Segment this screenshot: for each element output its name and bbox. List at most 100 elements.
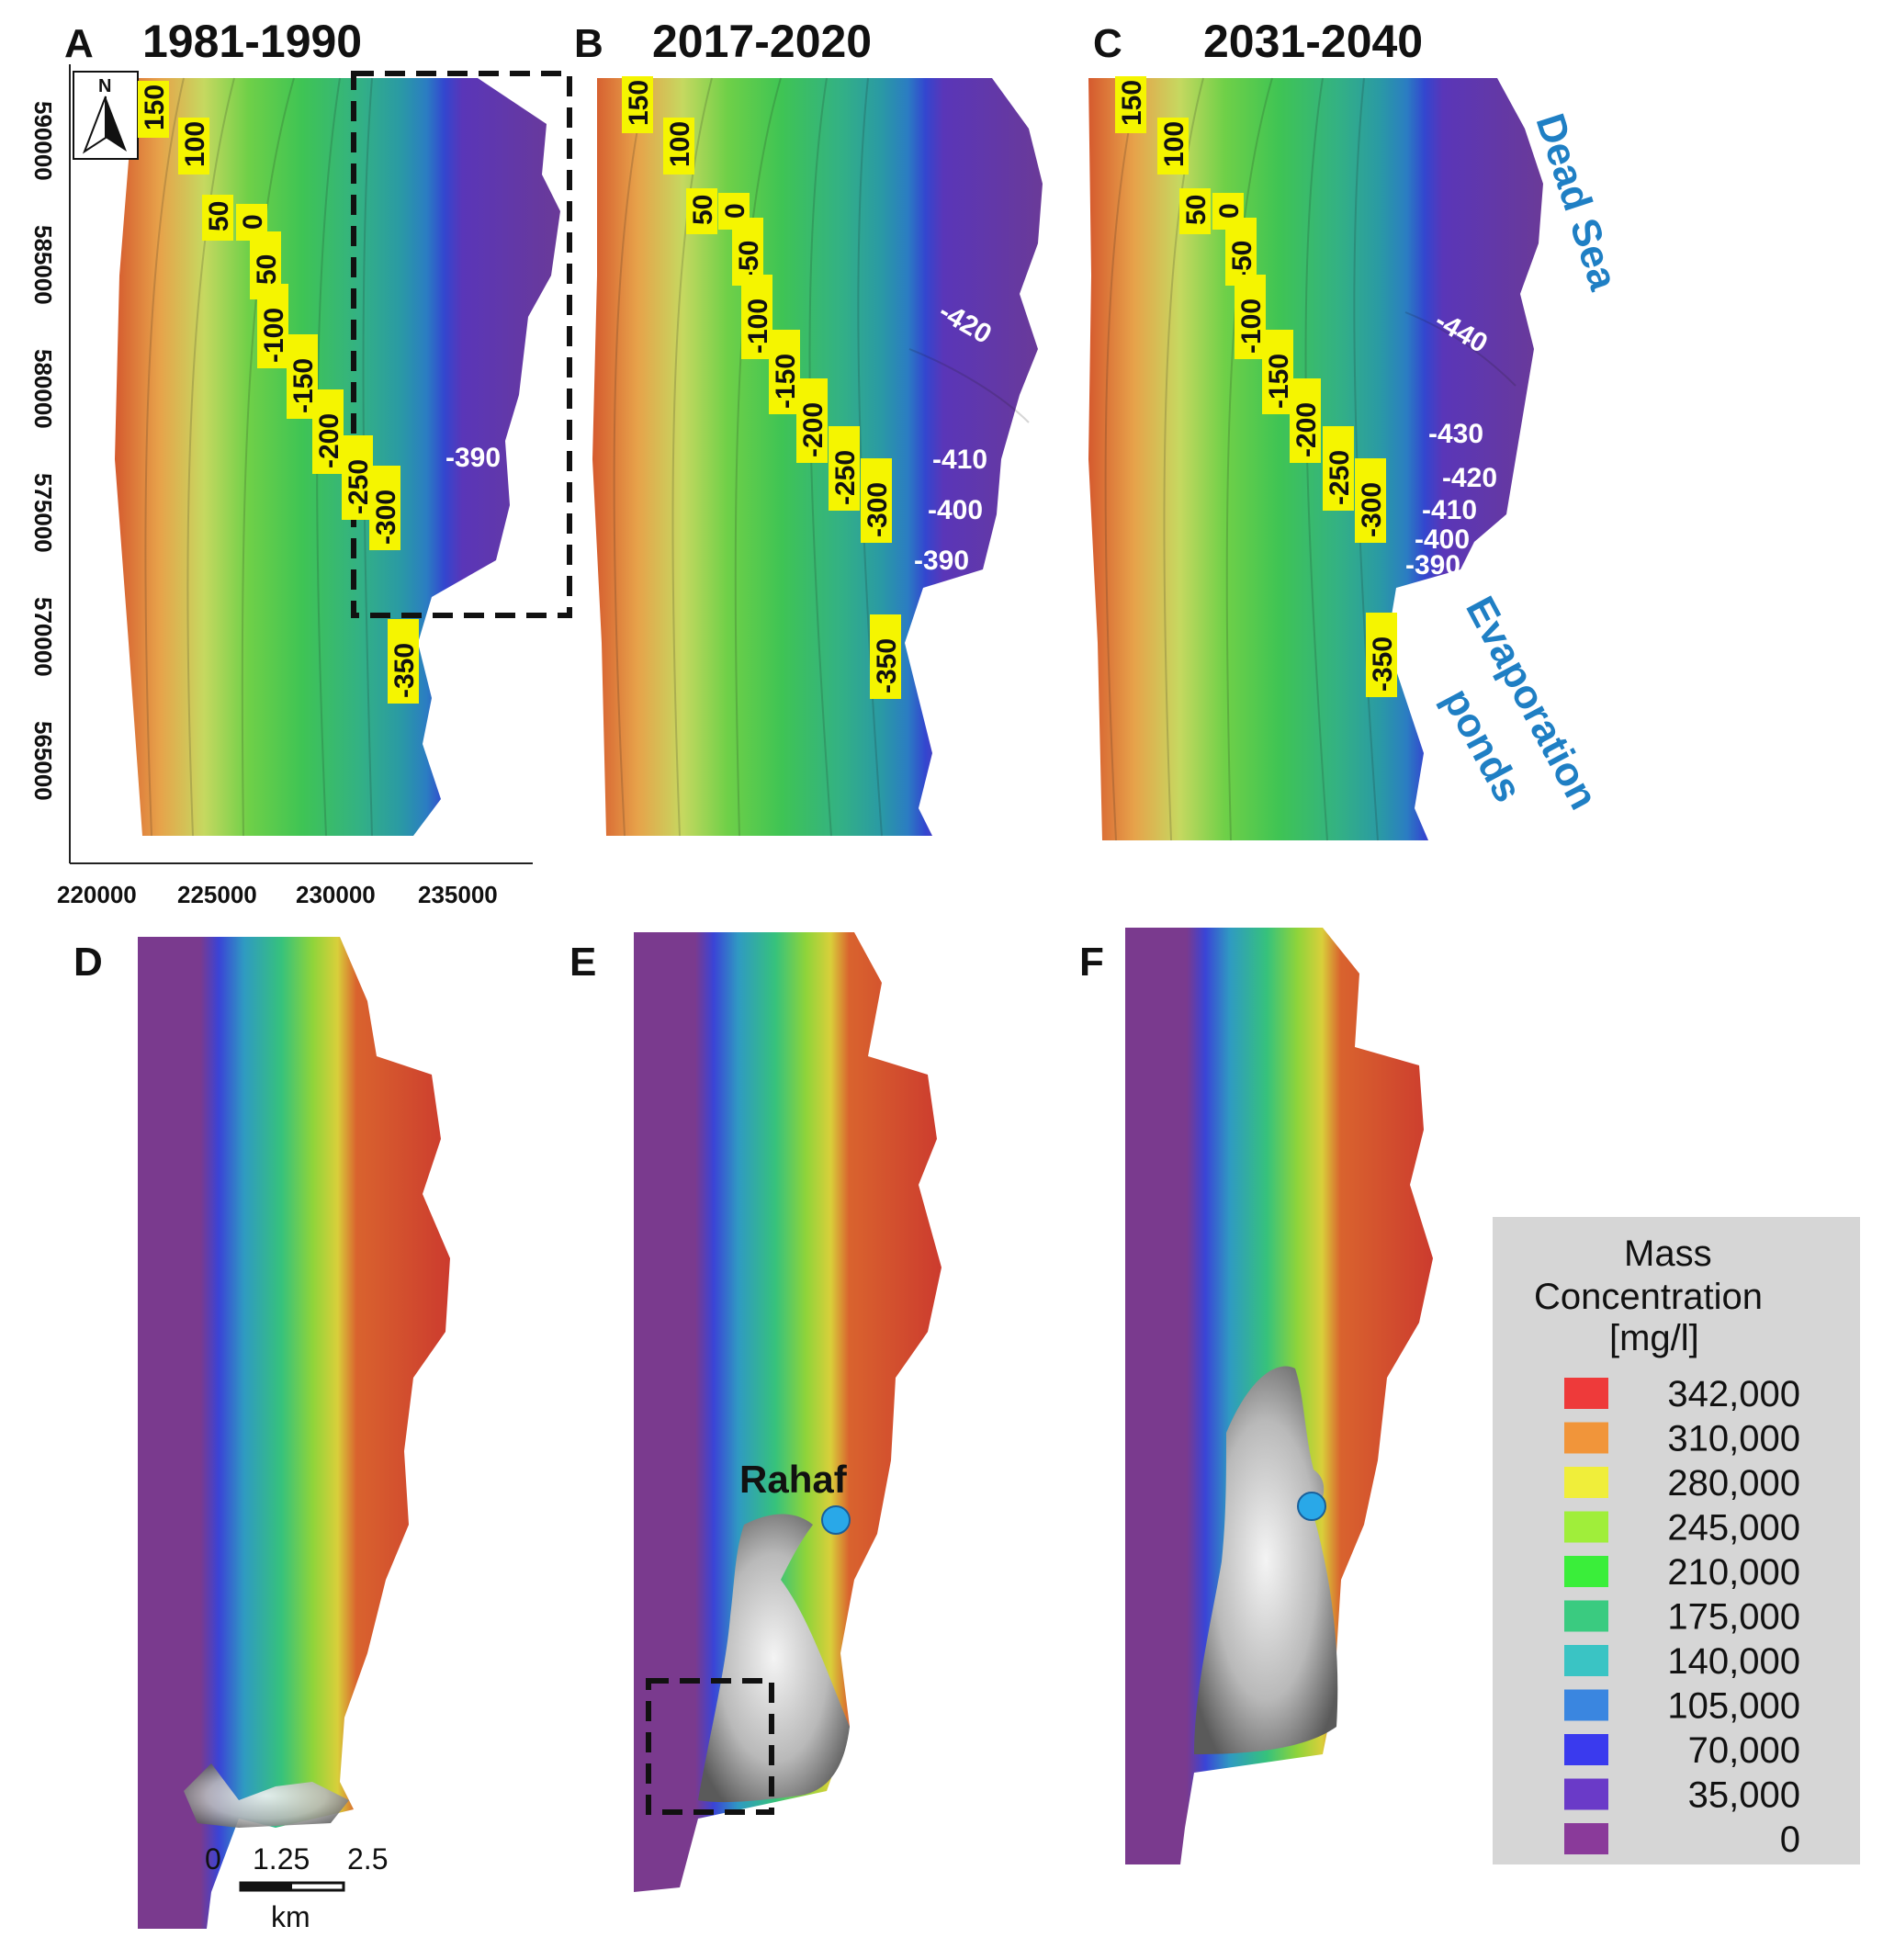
legend-swatch — [1564, 1467, 1608, 1498]
legend-title-line: [mg/l] — [1609, 1318, 1699, 1358]
legend-label: 245,000 — [1667, 1508, 1800, 1549]
y-tick: 590000 — [29, 101, 57, 181]
panel-label-f: F — [1079, 940, 1104, 985]
contour-tag: -100 — [1236, 299, 1267, 354]
contour-tag: 150 — [140, 84, 170, 130]
legend-swatch — [1564, 1823, 1608, 1854]
legend-label: 140,000 — [1667, 1641, 1800, 1682]
contour-tag: -150 — [1264, 354, 1294, 409]
contour-tags-c: 150 100 50 0 -50 -100 -150 -200 -250 -30… — [1115, 76, 1398, 697]
panel-label-d: D — [73, 940, 103, 985]
contour-tag: -50 — [1227, 241, 1257, 280]
legend-title-line: Mass — [1624, 1233, 1712, 1274]
contour-tag: -100 — [259, 308, 289, 363]
contour-tags-a: 150 100 50 0 -50 -100 -150 -200 -250 -30… — [138, 81, 420, 704]
y-tick: 570000 — [29, 597, 57, 677]
x-axis-ticks: 220000 225000 230000 235000 — [57, 881, 498, 908]
contour-tag: 50 — [688, 195, 718, 225]
panel-a-header: A 1981-1990 — [64, 16, 362, 67]
legend-label: 280,000 — [1667, 1463, 1800, 1504]
legend-swatch — [1564, 1734, 1608, 1765]
contour-tag: -350 — [872, 638, 902, 693]
panel-title-c: 2031-2040 — [1203, 16, 1423, 67]
contour-labels-a: -390 — [445, 443, 501, 473]
contour-labels-b: -420 -410 -400 -390 — [914, 296, 997, 576]
legend-items: 342,000 310,000280,000245,000210,000175,0… — [1564, 1374, 1800, 1860]
contour-label: -390 — [914, 546, 969, 576]
panel-title-a: 1981-1990 — [142, 16, 362, 67]
contour-tag: -200 — [798, 402, 829, 457]
contour-tag: 0 — [1214, 203, 1245, 219]
x-tick: 230000 — [296, 881, 376, 908]
contour-label: -410 — [1422, 495, 1477, 525]
concentration-map-e: Rahaf — [634, 932, 942, 1892]
contour-label: -400 — [928, 495, 983, 525]
x-tick: 225000 — [177, 881, 257, 908]
y-tick: 575000 — [29, 473, 57, 553]
legend-label: 175,000 — [1667, 1597, 1800, 1638]
rahaf-site: Rahaf — [739, 1458, 851, 1535]
contour-tag: -200 — [1291, 402, 1322, 457]
axes-a — [69, 64, 533, 864]
panel-label-b: B — [574, 21, 603, 66]
contour-tag: -250 — [1325, 450, 1355, 505]
dead-sea-label: Dead Sea — [1527, 108, 1626, 296]
contour-label: -400 — [1415, 524, 1470, 555]
legend-title-line: Concentration — [1534, 1277, 1763, 1317]
contour-tag: 50 — [204, 201, 234, 231]
x-tick: 235000 — [418, 881, 498, 908]
site-label: Rahaf — [739, 1458, 848, 1501]
contour-label: -420 — [1442, 463, 1497, 493]
contour-tag: 100 — [1159, 121, 1190, 167]
legend-swatch — [1564, 1422, 1608, 1454]
contour-tag: -300 — [371, 490, 401, 545]
legend-swatch — [1564, 1378, 1608, 1409]
legend-label: 70,000 — [1688, 1730, 1800, 1771]
contour-tag: 150 — [1117, 80, 1147, 126]
y-tick: 565000 — [29, 721, 57, 801]
contour-tags-b: 150 100 50 0 -50 -100 -150 -200 -250 -30… — [622, 76, 902, 699]
y-axis-ticks: 590000 585000 580000 575000 570000 56500… — [29, 101, 57, 801]
contour-tag: -150 — [771, 354, 801, 409]
scale-tick: 0 — [205, 1842, 221, 1876]
panel-label-e: E — [569, 940, 596, 985]
legend-swatch — [1564, 1600, 1608, 1632]
north-arrow-icon: N — [73, 71, 139, 160]
legend-label: 342,000 — [1667, 1374, 1800, 1414]
legend: Mass Concentration [mg/l] 342,000 310,000… — [1493, 1217, 1860, 1864]
legend-swatch — [1564, 1778, 1608, 1810]
legend-label: 310,000 — [1667, 1419, 1800, 1459]
contour-tag: 0 — [720, 203, 750, 219]
y-tick: 585000 — [29, 225, 57, 305]
legend-swatch — [1564, 1556, 1608, 1587]
contour-tag: -50 — [734, 241, 764, 280]
scale-unit: km — [271, 1900, 310, 1933]
contour-tag: -300 — [1357, 482, 1387, 537]
contour-tag: -350 — [1368, 636, 1398, 692]
contour-tag: -250 — [344, 459, 374, 514]
panel-label-c: C — [1093, 21, 1122, 66]
legend-label: 210,000 — [1667, 1552, 1800, 1593]
site-marker-icon — [1297, 1492, 1326, 1521]
panel-title-b: 2017-2020 — [652, 16, 872, 67]
site-marker-icon — [821, 1505, 851, 1535]
legend-label: 105,000 — [1667, 1686, 1800, 1727]
legend-swatch — [1564, 1689, 1608, 1721]
contour-tag: 100 — [180, 121, 210, 167]
zoom-box-e — [646, 1678, 774, 1815]
zoom-box-a — [351, 71, 572, 618]
contour-tag: -200 — [314, 413, 344, 468]
north-label: N — [98, 76, 111, 96]
contour-tag: -250 — [830, 450, 861, 505]
contour-label: -410 — [932, 445, 987, 475]
contour-tag: 0 — [238, 214, 268, 230]
contour-tag: -350 — [389, 643, 420, 698]
contour-label: -390 — [1405, 550, 1460, 580]
legend-label: 35,000 — [1688, 1775, 1800, 1816]
contour-tag: -300 — [863, 482, 893, 537]
contour-label: -430 — [1428, 419, 1483, 449]
legend-swatch — [1564, 1645, 1608, 1676]
concentration-map-d — [138, 937, 450, 1929]
contour-label: -390 — [445, 443, 501, 473]
panel-label-a: A — [64, 21, 94, 66]
